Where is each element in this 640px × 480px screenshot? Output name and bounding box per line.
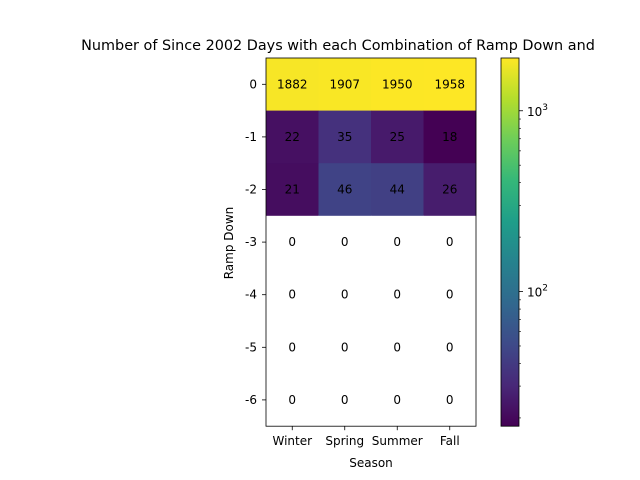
cell-value-label: 1958 — [434, 77, 465, 91]
cell-value-label: 0 — [393, 340, 401, 354]
y-tick-label: 0 — [249, 77, 257, 91]
heatmap-cell — [423, 321, 477, 374]
heatmap-cell — [318, 215, 372, 269]
cell-value-label: 18 — [442, 130, 457, 144]
y-tick-label: -4 — [245, 288, 257, 302]
y-axis-ticks: 0 -1 -2 -3 -4 -5 -6 — [245, 77, 266, 407]
cell-value-label: 1882 — [277, 77, 308, 91]
cell-value-label: 0 — [446, 393, 454, 407]
cell-value-label: 1950 — [382, 77, 413, 91]
y-axis-label: Ramp Down — [222, 207, 236, 280]
cell-value-label: 25 — [390, 130, 405, 144]
cell-value-label: 0 — [393, 393, 401, 407]
heatmap-cell — [318, 373, 372, 427]
cell-value-label: 35 — [337, 130, 352, 144]
x-tick-label: Fall — [440, 434, 460, 448]
heatmap-cell — [266, 321, 319, 374]
cell-value-label: 44 — [390, 183, 405, 197]
cell-value-label: 0 — [341, 340, 349, 354]
heatmap-cell — [423, 373, 477, 427]
heatmap-cell — [318, 110, 372, 164]
colorbar — [501, 58, 519, 427]
heatmap-cell — [266, 163, 319, 217]
colorbar-ticks: 102 103 — [519, 103, 548, 419]
cell-value-label: 0 — [288, 340, 296, 354]
cell-value-label: 21 — [285, 183, 300, 197]
heatmap-cell — [423, 110, 477, 164]
heatmap-cell — [371, 215, 424, 269]
cell-value-labels: 1882 1907 1950 1958 22 35 25 18 21 46 44 26 0 0 0 0 0 0 0 0… — [277, 77, 465, 407]
y-tick-label: -3 — [245, 235, 257, 249]
colorbar-tick-label: 103 — [527, 103, 548, 119]
x-tick-label: Winter — [272, 434, 312, 448]
cell-value-label: 0 — [446, 235, 454, 249]
cell-value-label: 0 — [288, 393, 296, 407]
cell-value-label: 22 — [285, 130, 300, 144]
cell-value-label: 0 — [393, 288, 401, 302]
heatmap-cell — [371, 268, 424, 322]
heatmap-cell — [318, 321, 372, 374]
y-tick-label: -1 — [245, 130, 257, 144]
cell-value-label: 0 — [446, 340, 454, 354]
heatmap-cell — [423, 58, 477, 111]
colorbar-frame — [500, 57, 520, 427]
cell-value-label: 46 — [337, 183, 352, 197]
heatmap-cell — [371, 110, 424, 164]
cell-value-label: 0 — [341, 393, 349, 407]
heatmap-cell — [371, 58, 424, 111]
heatmap-cell — [266, 268, 319, 322]
cell-value-label: 0 — [288, 288, 296, 302]
cell-value-label: 26 — [442, 183, 457, 197]
cell-value-label: 0 — [446, 288, 454, 302]
heatmap-cell — [318, 58, 372, 111]
heatmap-cells — [266, 58, 477, 427]
heatmap-cell — [371, 321, 424, 374]
heatmap-cell — [423, 268, 477, 322]
cell-value-label: 0 — [288, 235, 296, 249]
cell-value-label: 1907 — [329, 77, 360, 91]
cell-value-label: 0 — [341, 288, 349, 302]
chart-title: Number of Since 2002 Days with each Comb… — [81, 38, 595, 54]
heatmap-cell — [318, 268, 372, 322]
heatmap-cell — [371, 163, 424, 217]
y-tick-label: -2 — [245, 183, 257, 197]
heatmap-cell — [266, 373, 319, 427]
y-tick-label: -6 — [245, 393, 257, 407]
x-tick-label: Spring — [325, 434, 364, 448]
heatmap-cell — [266, 215, 319, 269]
heatmap-cell — [266, 58, 319, 111]
heatmap-cell — [266, 110, 319, 164]
cell-value-label: 0 — [341, 235, 349, 249]
x-axis-ticks: Winter Spring Summer Fall — [272, 426, 460, 448]
heatmap-cell — [318, 163, 372, 217]
y-tick-label: -5 — [245, 340, 257, 354]
heatmap-cell — [423, 215, 477, 269]
heatmap-cell — [371, 373, 424, 427]
x-axis-label: Season — [349, 456, 393, 470]
colorbar-tick-label: 102 — [527, 284, 548, 300]
cell-value-label: 0 — [393, 235, 401, 249]
heatmap-cell — [423, 163, 477, 217]
x-tick-label: Summer — [372, 434, 423, 448]
